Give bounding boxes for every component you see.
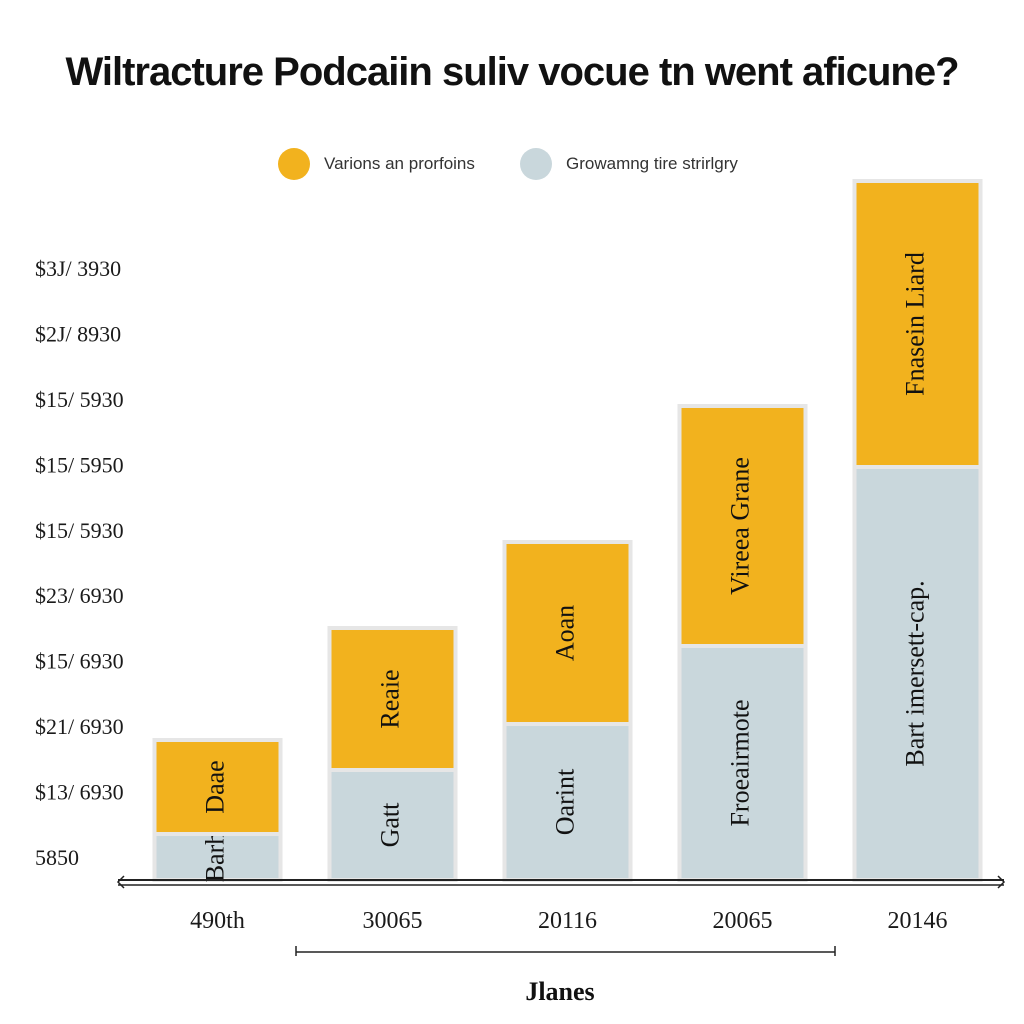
bar-segment: [852, 465, 983, 882]
bar-segment: [502, 540, 633, 726]
y-tick-label: $3J/ 3930: [35, 256, 121, 281]
legend-label-series-1: Varions an prorfoins: [324, 154, 475, 173]
bar-segment-label: Froeairmote: [725, 699, 754, 826]
x-tick-label: 20116: [538, 908, 597, 934]
y-tick-label: $15/ 5930: [35, 387, 124, 412]
bar-segment-label: Daae: [200, 760, 229, 813]
bar-segment-label: Aoan: [550, 605, 579, 661]
bar-segment: [677, 404, 808, 648]
y-tick-label: $21/ 6930: [35, 714, 124, 739]
y-tick-label: $15/ 5950: [35, 452, 124, 477]
bar-segment-label: Bart imersett-cap.: [900, 580, 929, 766]
bar-segment-label: Barh: [200, 832, 229, 883]
bar-segment: [677, 644, 808, 882]
bar-segment: [152, 738, 283, 836]
y-tick-label: 5850: [35, 845, 79, 870]
bar-segment-label: Oarint: [550, 768, 579, 835]
bar-segment-label: Fnasein Liard: [900, 252, 929, 396]
chart-title: Wiltracture Podcaiin suliv vocue tn went…: [65, 50, 959, 94]
legend-swatch-series-1: [278, 148, 310, 180]
x-tick-label: 30065: [363, 908, 423, 934]
x-axis-right-cap: [997, 875, 1006, 889]
legend-label-series-2: Growamng tire strirlgry: [566, 154, 738, 173]
legend: Varions an prorfoins Growamng tire strir…: [0, 146, 1024, 182]
bar-segment: [852, 179, 983, 469]
bar-segment-label: Reaie: [375, 669, 404, 728]
y-tick-label: $15/ 6930: [35, 649, 124, 674]
bar-segment-label: Vireea Grane: [725, 457, 754, 595]
y-tick-label: $23/ 6930: [35, 583, 124, 608]
y-tick-label: $2J/ 8930: [35, 321, 121, 346]
y-tick-label: $15/ 5930: [35, 518, 124, 543]
x-tick-label: 20146: [888, 908, 948, 934]
legend-swatch-series-2: [520, 148, 552, 180]
y-tick-label: $13/ 6930: [35, 780, 124, 805]
x-axis-left-cap: [116, 875, 125, 889]
x-tick-label: 490th: [190, 908, 245, 934]
bar-segment: [327, 626, 458, 772]
x-tick-label: 20065: [713, 908, 773, 934]
legend-item-series-1: Varions an prorfoins: [278, 146, 475, 182]
bar-segment-label: Gatt: [375, 802, 404, 848]
x-axis-title: Jlanes: [525, 977, 594, 1006]
legend-item-series-2: Growamng tire strirlgry: [520, 146, 738, 182]
